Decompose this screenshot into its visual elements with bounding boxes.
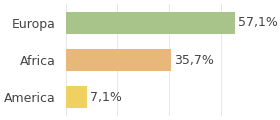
Bar xyxy=(66,12,235,34)
Bar xyxy=(66,49,171,71)
Text: 7,1%: 7,1% xyxy=(90,91,122,104)
Text: 35,7%: 35,7% xyxy=(174,54,214,66)
Text: 57,1%: 57,1% xyxy=(238,16,277,29)
Bar xyxy=(66,86,87,108)
